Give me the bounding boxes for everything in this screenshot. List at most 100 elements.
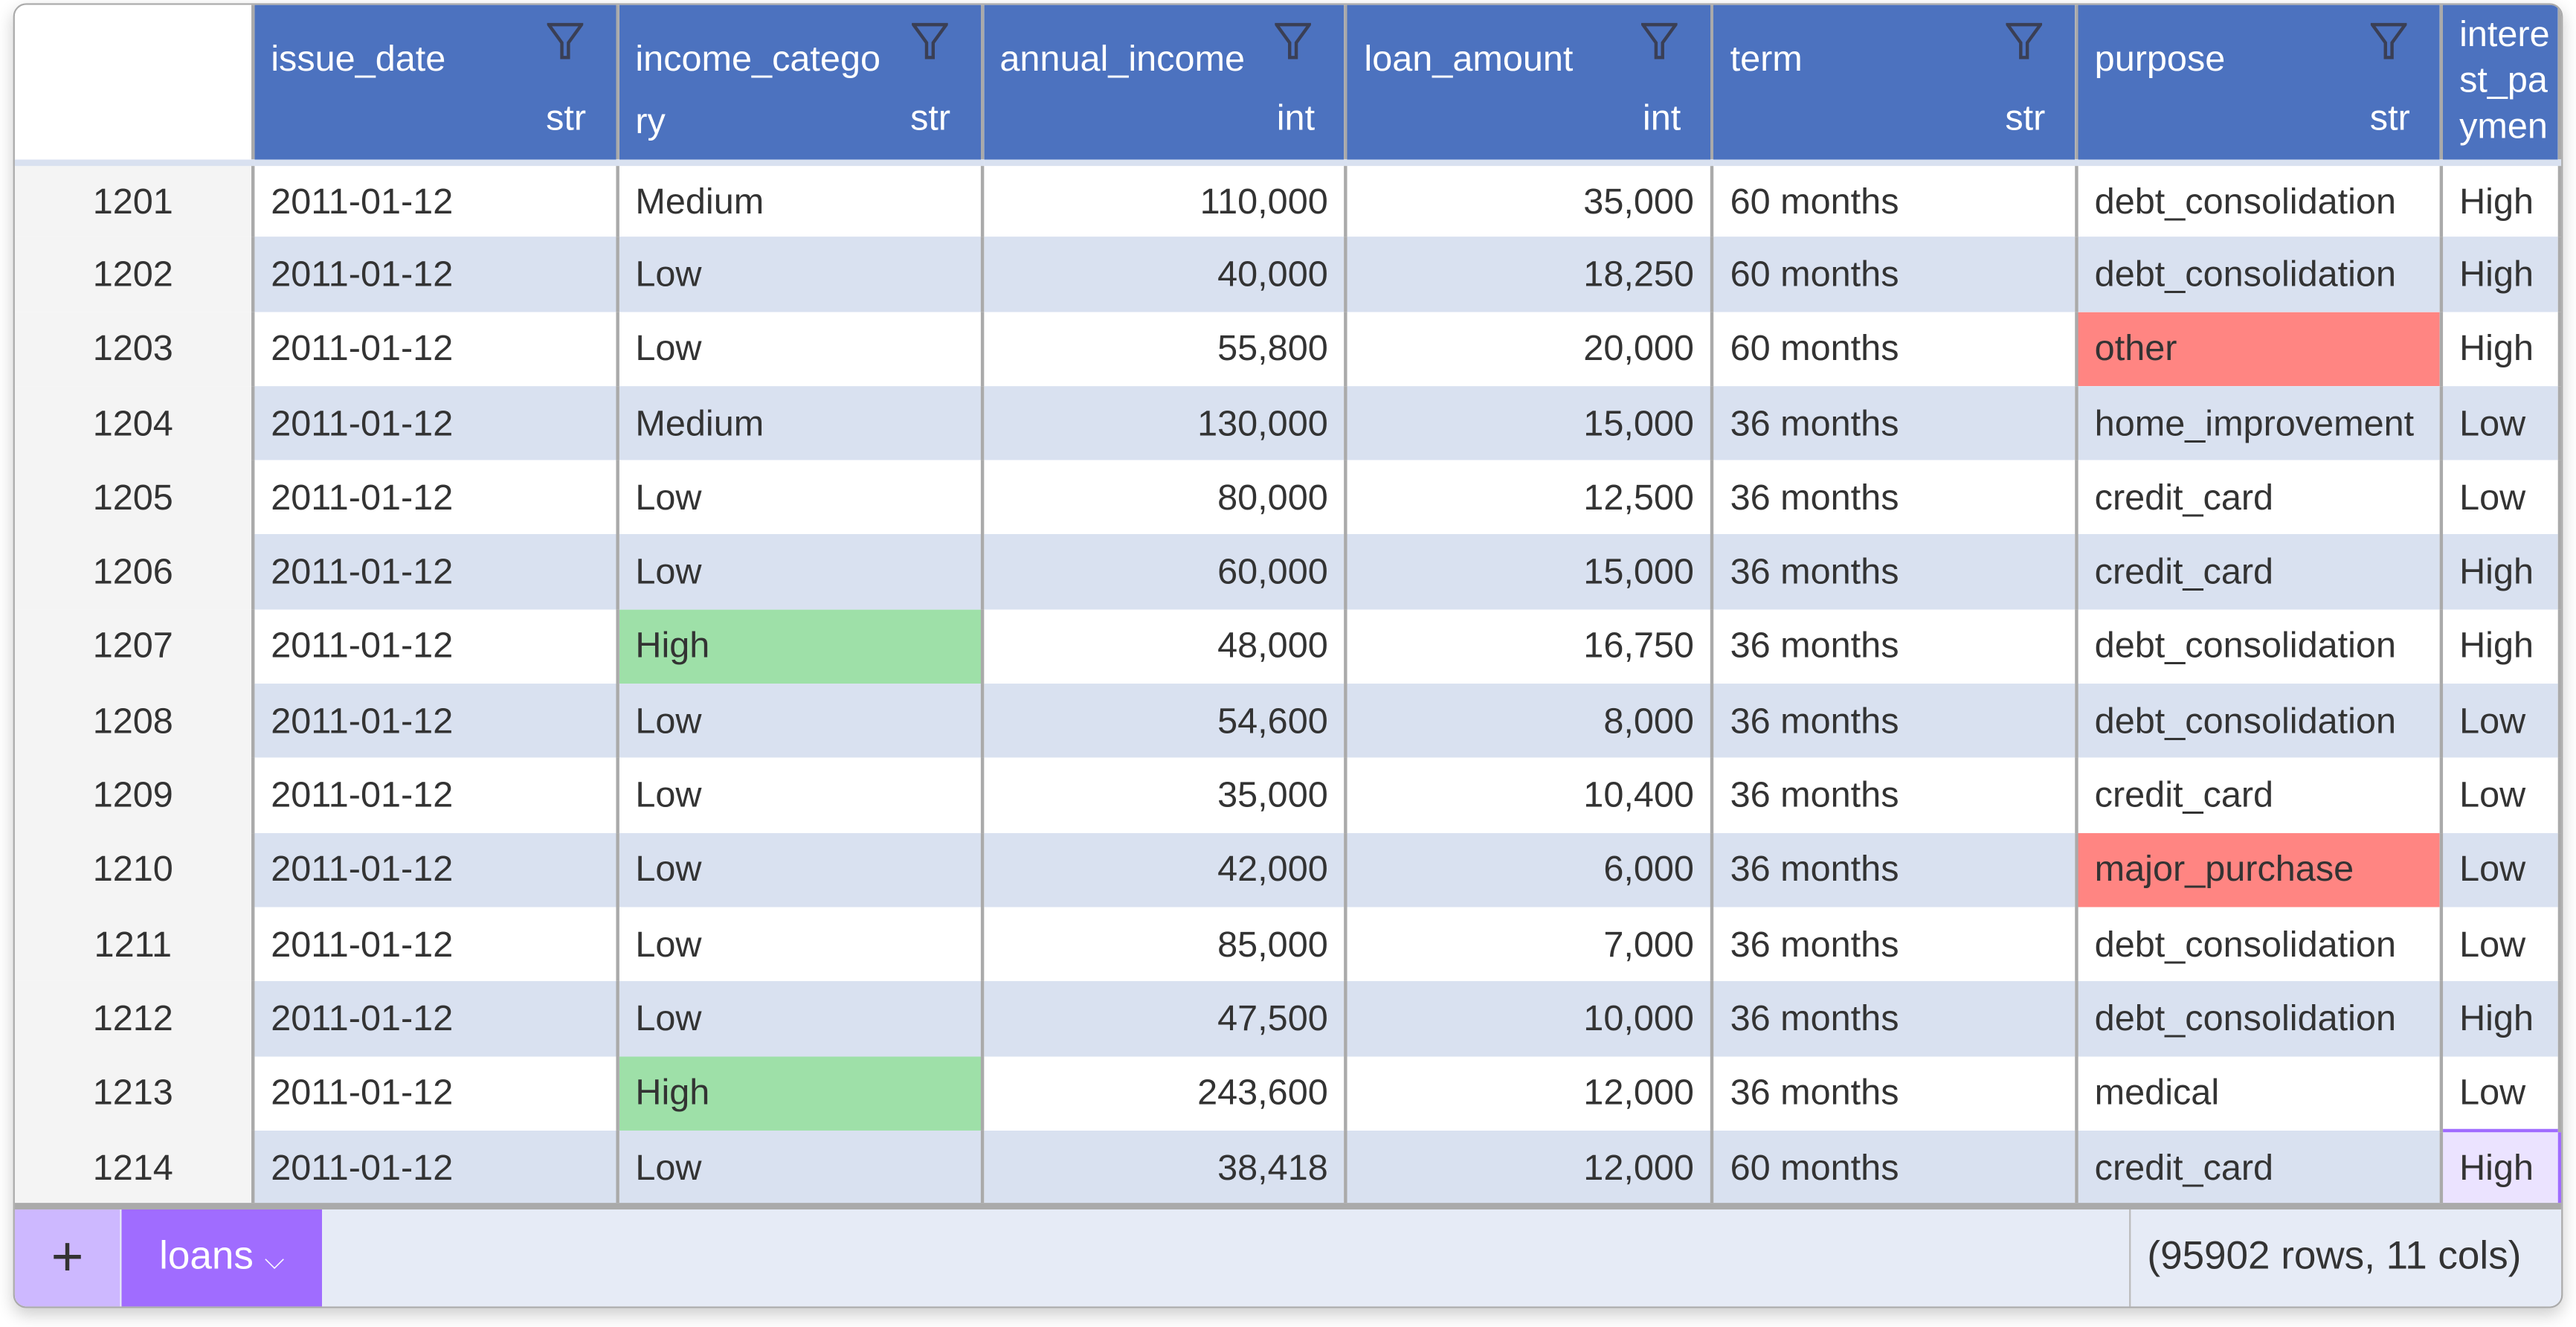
column-header-annual-income[interactable]: annual_income int [982,4,1348,163]
table-cell[interactable]: 2011-01-12 [252,684,619,759]
table-cell[interactable]: 2011-01-12 [252,981,619,1056]
table-cell[interactable]: other [2076,311,2443,386]
table-cell[interactable]: Low [617,907,984,982]
table-cell[interactable]: 15,000 [1346,535,1714,610]
table-cell[interactable]: credit_card [2076,460,2443,536]
funnel-icon[interactable] [2006,22,2042,61]
table-cell[interactable]: 12,000 [1346,1056,1714,1131]
table-cell[interactable]: 42,000 [982,832,1348,907]
sheet-tab-loans[interactable]: loans ⌵ [121,1209,323,1307]
table-cell[interactable]: debt_consolidation [2076,907,2443,982]
table-cell[interactable]: High [2441,159,2562,237]
table-cell[interactable]: 2011-01-12 [252,535,619,610]
table-cell[interactable]: 54,600 [982,684,1348,759]
funnel-icon[interactable] [2370,22,2407,61]
table-cell[interactable]: 12,000 [1346,1130,1714,1205]
column-header-purpose[interactable]: purpose str [2076,4,2443,163]
table-cell[interactable]: debt_consolidation [2076,609,2443,684]
table-cell[interactable]: 36 months [1712,385,2078,460]
table-cell[interactable]: Low [617,460,984,536]
table-cell[interactable]: 60 months [1712,237,2078,312]
table-cell[interactable]: 36 months [1712,907,2078,982]
table-cell[interactable]: 60 months [1712,1130,2078,1205]
table-cell[interactable]: 15,000 [1346,385,1714,460]
table-cell[interactable]: 36 months [1712,832,2078,907]
table-cell[interactable]: 60 months [1712,159,2078,237]
table-cell[interactable]: High [2441,237,2562,312]
table-cell[interactable]: 36 months [1712,758,2078,833]
table-cell[interactable]: 2011-01-12 [252,1056,619,1131]
table-cell[interactable]: 130,000 [982,385,1348,460]
table-cell[interactable]: 60 months [1712,311,2078,386]
table-cell[interactable]: credit_card [2076,1130,2443,1205]
table-cell[interactable]: Low [617,535,984,610]
table-cell[interactable]: 2011-01-12 [252,237,619,312]
table-cell[interactable]: 2011-01-12 [252,460,619,536]
table-cell[interactable]: 2011-01-12 [252,832,619,907]
table-cell[interactable]: 2011-01-12 [252,1130,619,1205]
table-cell[interactable]: 85,000 [982,907,1348,982]
table-cell[interactable]: debt_consolidation [2076,159,2443,237]
table-cell[interactable]: High [2441,981,2562,1056]
table-cell[interactable]: Low [2441,385,2562,460]
table-cell[interactable]: High [2439,1128,2562,1206]
table-cell[interactable]: credit_card [2076,535,2443,610]
table-cell[interactable]: Low [2441,907,2562,982]
table-cell[interactable]: Low [2441,460,2562,536]
table-cell[interactable]: 2011-01-12 [252,907,619,982]
table-cell[interactable]: 243,600 [982,1056,1348,1131]
table-cell[interactable]: 2011-01-12 [252,758,619,833]
table-cell[interactable]: 36 months [1712,460,2078,536]
table-cell[interactable]: 2011-01-12 [252,311,619,386]
table-cell[interactable]: 36 months [1712,981,2078,1056]
table-cell[interactable]: 38,418 [982,1130,1348,1205]
table-cell[interactable]: Low [2441,1056,2562,1131]
funnel-icon[interactable] [547,22,583,61]
table-cell[interactable]: Low [617,1130,984,1205]
table-cell[interactable]: credit_card [2076,758,2443,833]
table-cell[interactable]: 18,250 [1346,237,1714,312]
table-cell[interactable]: 47,500 [982,981,1348,1056]
table-cell[interactable]: High [617,1056,984,1131]
table-cell[interactable]: 35,000 [982,758,1348,833]
table-cell[interactable]: Low [617,832,984,907]
table-cell[interactable]: High [617,609,984,684]
funnel-icon[interactable] [1275,22,1312,61]
table-cell[interactable]: 40,000 [982,237,1348,312]
table-cell[interactable]: Low [617,758,984,833]
table-cell[interactable]: High [2441,609,2562,684]
add-sheet-button[interactable]: + [14,1209,120,1307]
table-cell[interactable]: debt_consolidation [2076,981,2443,1056]
table-cell[interactable]: 36 months [1712,609,2078,684]
table-cell[interactable]: 10,400 [1346,758,1714,833]
funnel-icon[interactable] [911,22,947,61]
table-cell[interactable]: Low [617,311,984,386]
table-cell[interactable]: 35,000 [1346,159,1714,237]
table-cell[interactable]: 12,500 [1346,460,1714,536]
table-cell[interactable]: Low [617,684,984,759]
table-cell[interactable]: 110,000 [982,159,1348,237]
table-cell[interactable]: 60,000 [982,535,1348,610]
table-cell[interactable]: 48,000 [982,609,1348,684]
table-cell[interactable]: home_improvement [2076,385,2443,460]
column-header-term[interactable]: term str [1712,4,2078,163]
table-cell[interactable]: debt_consolidation [2076,237,2443,312]
table-cell[interactable]: 80,000 [982,460,1348,536]
table-cell[interactable]: 16,750 [1346,609,1714,684]
table-cell[interactable]: 8,000 [1346,684,1714,759]
table-cell[interactable]: Low [2441,832,2562,907]
table-cell[interactable]: debt_consolidation [2076,684,2443,759]
column-header-loan-amount[interactable]: loan_amount int [1346,4,1714,163]
table-cell[interactable]: 2011-01-12 [252,609,619,684]
table-cell[interactable]: High [2441,311,2562,386]
table-cell[interactable]: 36 months [1712,535,2078,610]
table-cell[interactable]: Low [2441,684,2562,759]
column-header-interest-payments[interactable]: interest_payments [2441,4,2562,163]
table-cell[interactable]: 36 months [1712,684,2078,759]
table-cell[interactable]: 6,000 [1346,832,1714,907]
funnel-icon[interactable] [1641,22,1678,61]
table-cell[interactable]: 20,000 [1346,311,1714,386]
table-cell[interactable]: major_purchase [2076,832,2443,907]
table-cell[interactable]: 36 months [1712,1056,2078,1131]
column-header-issue-date[interactable]: issue_date str [252,4,619,163]
